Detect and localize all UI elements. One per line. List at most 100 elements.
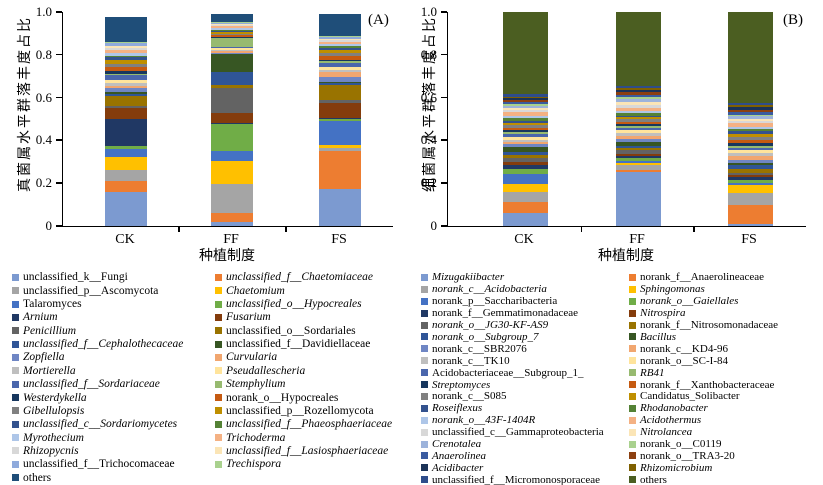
legend-label: norank_p__Saccharibacteria <box>432 295 558 308</box>
bar-segment-Trichoderma <box>211 25 253 28</box>
bar-segment-others <box>727 12 773 104</box>
legend-item: Sphingomonas <box>629 283 705 295</box>
legend-label: Trichoderma <box>226 431 286 444</box>
legend-label: norank_c__Acidobacteria <box>432 283 547 296</box>
legend-swatch <box>12 420 19 428</box>
bar-segment-norank_o__TRA3-20 <box>727 109 773 112</box>
bar-segment-Zopfiella <box>319 76 361 83</box>
legend-swatch <box>215 407 222 415</box>
y-axis-tick <box>441 11 447 13</box>
legend-swatch <box>215 460 222 468</box>
bar-segment-norank_c__SBR2076 <box>502 144 548 147</box>
legend-swatch <box>215 380 222 388</box>
legend-swatch <box>629 464 636 472</box>
legend-label: others <box>23 471 52 484</box>
legend-label: Myrothecium <box>23 431 84 444</box>
bar-segment-others <box>319 14 361 36</box>
bar-segment-unclassified_k__Fungi <box>211 221 253 226</box>
bar-segment-norank_o__SC-I-84 <box>502 136 548 140</box>
legend-swatch <box>215 327 222 335</box>
legend-item: norank_c__SBR2076 <box>421 342 527 355</box>
bar-segment-Anaerolinea <box>727 111 773 115</box>
bar-segment-norank_o__JG30-KF-AS9 <box>502 157 548 163</box>
legend-item: unclassified_f__Trichocomaceae <box>12 458 175 470</box>
legend-item: unclassified_p__Rozellomycota <box>215 405 374 417</box>
bar-segment-norank_o__43F-1404R <box>615 110 661 114</box>
bar-segment-Fusarium <box>319 103 361 118</box>
legend-swatch <box>629 273 636 281</box>
legend-label: unclassified_o__Hypocreales <box>226 298 362 311</box>
legend-label: Penicillium <box>23 324 77 337</box>
bar-segment-Nitrolancea <box>615 101 661 106</box>
x-axis-tick <box>693 227 695 232</box>
bar-segment-Rhodanobacter <box>502 118 548 121</box>
legend-item: norank_o__JG30-KF-AS9 <box>421 319 548 331</box>
legend-item: unclassified_c__Gammaproteobacteria <box>421 426 604 438</box>
bar-segment-Myrothecium <box>105 52 147 57</box>
bar-segment-Bacillus <box>727 163 773 166</box>
legend-swatch <box>12 434 19 442</box>
legend-item: unclassified_f__Cephalothecaceae <box>12 338 183 350</box>
bar-segment-unclassified_f__Davidiellaceae <box>105 91 147 94</box>
bar-segment-Penicillium <box>105 105 147 109</box>
legend-item: Curvularia <box>215 351 277 363</box>
legend-item: Rhodanobacter <box>629 402 708 414</box>
bar-segment-Nitrospira <box>615 154 661 157</box>
bar-segment-norank_f__Nitrosomonadaceae <box>615 147 661 150</box>
bar-segment-Pseudallescheria <box>105 80 147 84</box>
legend-item: Acidobacteriaceae__Subgroup_1_ <box>421 366 584 379</box>
legend-label: Acidobacteriaceae__Subgroup_1_ <box>432 366 584 379</box>
bar-segment-unclassified_f__Cephalothecaceae <box>105 93 147 97</box>
legend-label: unclassified_f__Cephalothecaceae <box>23 338 184 351</box>
bar-segment-Fusarium <box>211 113 253 123</box>
category-label-CK: CK <box>115 232 135 247</box>
bar-segment-Streptomyces <box>502 129 548 133</box>
legend-item: norank_c__TK10 <box>421 354 510 367</box>
bar-segment-unclassified_f__Sordariaceae <box>319 62 361 67</box>
legend-swatch <box>421 416 428 424</box>
bar-segment-norank_o__Gaiellales <box>727 180 773 184</box>
bar-segment-norank_o__Hypocreales <box>105 67 147 72</box>
legend-swatch <box>215 434 222 442</box>
legend-item: Westerdykella <box>12 391 87 404</box>
y-axis-tick <box>441 182 447 184</box>
legend-label: Pseudallescheria <box>226 364 306 377</box>
y-axis-tick <box>56 225 62 227</box>
bar-segment-Arnium <box>211 122 253 124</box>
bar-segment-unclassified_f__Phaeosphaeriaceae <box>319 46 361 49</box>
y-axis-tick <box>56 53 62 56</box>
bar-segment-Rhizomicrobium <box>615 88 661 90</box>
bar-segment-Stemphylium <box>319 60 361 63</box>
bar-segment-Crenotalea <box>502 105 548 109</box>
bar-segment-Mizugakiibacter <box>727 224 773 226</box>
bar-segment-Gibellulopsis <box>319 53 361 56</box>
legend-label: Bacillus <box>640 330 677 343</box>
category-label-FS: FS <box>741 232 757 247</box>
bar-segment-others <box>211 14 253 23</box>
bar-segment-norank_o__JG30-KF-AS9 <box>615 149 661 155</box>
legend-item: norank_o__Subgroup_7 <box>421 331 539 343</box>
legend-label: unclassified_f__Chaetomiaceae <box>226 271 373 284</box>
legend-swatch <box>12 380 19 388</box>
legend-swatch <box>629 369 636 377</box>
bar-segment-Candidatus_Solibacter <box>727 133 773 137</box>
panel-b-x-axis-label: 种植制度 <box>598 249 654 264</box>
legend-label: Roseiflexus <box>432 402 483 415</box>
bar-segment-norank_f__Gemmatimonadaceae <box>727 177 773 181</box>
legend-swatch <box>629 357 636 365</box>
bar-segment-norank_c__S085 <box>502 125 548 128</box>
legend-swatch <box>12 273 19 281</box>
bar-segment-unclassified_f__Davidiellaceae <box>319 82 361 84</box>
bar-segment-unclassified_f__Chaetomiaceae <box>211 212 253 222</box>
bar-segment-Sphingomonas <box>615 162 661 166</box>
bar-segment-norank_o__Subgroup_7 <box>727 165 773 170</box>
legend-item: Nitrospira <box>629 307 685 319</box>
legend-label: norank_c__TK10 <box>432 354 510 367</box>
bar-segment-Acidibacter <box>615 89 661 93</box>
legend-item: others <box>12 471 52 484</box>
bar-segment-Candidatus_Solibacter <box>502 122 548 125</box>
bar-segment-norank_f__Gemmatimonadaceae <box>502 165 548 170</box>
legend-swatch <box>215 273 222 281</box>
bar-segment-Curvularia <box>319 72 361 77</box>
legend-item: Mizugakiibacter <box>421 271 504 283</box>
